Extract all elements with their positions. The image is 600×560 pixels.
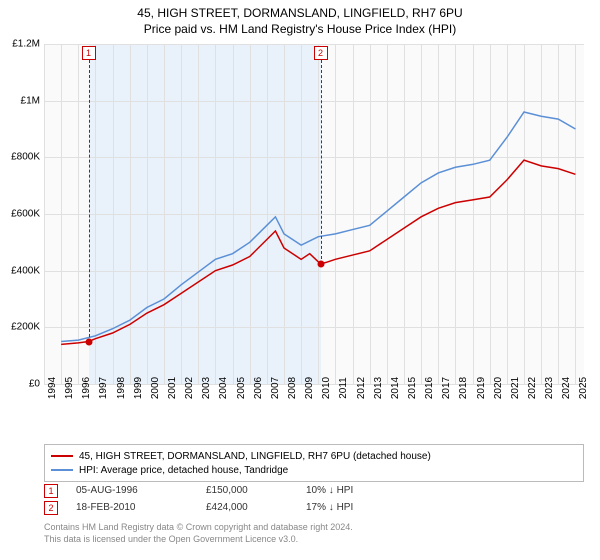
x-axis-label: 2018 (458, 377, 469, 399)
x-axis-label: 2016 (424, 377, 435, 399)
y-axis-label: £800K (11, 152, 40, 163)
x-axis-label: 2013 (373, 377, 384, 399)
x-axis-label: 1997 (98, 377, 109, 399)
x-axis-label: 2019 (476, 377, 487, 399)
series-hpi (61, 112, 575, 342)
legend-item-property: 45, HIGH STREET, DORMANSLAND, LINGFIELD,… (51, 449, 577, 463)
row-pct: 17% ↓ HPI (306, 502, 366, 513)
x-axis-label: 2006 (253, 377, 264, 399)
footnote-line: This data is licensed under the Open Gov… (44, 534, 353, 546)
row-price: £424,000 (206, 502, 306, 513)
chart-area: 12 £0£200K£400K£600K£800K£1M£1.2M1994199… (44, 44, 584, 414)
legend-item-hpi: HPI: Average price, detached house, Tand… (51, 463, 577, 477)
y-axis-label: £1.2M (12, 39, 40, 50)
transactions-table: 1 05-AUG-1996 £150,000 10% ↓ HPI 2 18-FE… (44, 482, 366, 516)
table-row: 2 18-FEB-2010 £424,000 17% ↓ HPI (44, 499, 366, 516)
legend-swatch-property (51, 455, 73, 457)
chart-title: 45, HIGH STREET, DORMANSLAND, LINGFIELD,… (0, 6, 600, 20)
row-marker-icon: 1 (44, 484, 58, 498)
x-axis-label: 2002 (184, 377, 195, 399)
footnote: Contains HM Land Registry data © Crown c… (44, 522, 353, 545)
x-axis-label: 2020 (493, 377, 504, 399)
marker-box-icon: 1 (82, 46, 96, 60)
x-axis-label: 2009 (304, 377, 315, 399)
x-axis-label: 1995 (64, 377, 75, 399)
x-axis-label: 2015 (407, 377, 418, 399)
x-axis-label: 2024 (561, 377, 572, 399)
y-axis-label: £1M (21, 95, 40, 106)
x-axis-label: 2017 (441, 377, 452, 399)
y-axis-label: £0 (29, 379, 40, 390)
x-axis-label: 2010 (321, 377, 332, 399)
x-axis-label: 1994 (47, 377, 58, 399)
x-axis-label: 2001 (167, 377, 178, 399)
arrow-down-icon: ↓ (329, 502, 334, 513)
x-axis-label: 2022 (527, 377, 538, 399)
x-axis-label: 2021 (510, 377, 521, 399)
row-pct: 10% ↓ HPI (306, 485, 366, 496)
footnote-line: Contains HM Land Registry data © Crown c… (44, 522, 353, 534)
chart-subtitle: Price paid vs. HM Land Registry's House … (0, 22, 600, 36)
y-axis-label: £600K (11, 209, 40, 220)
marker-dot-icon (85, 338, 92, 345)
x-axis-label: 2014 (390, 377, 401, 399)
table-row: 1 05-AUG-1996 £150,000 10% ↓ HPI (44, 482, 366, 499)
row-date: 18-FEB-2010 (76, 502, 206, 513)
marker-line (89, 60, 90, 342)
arrow-down-icon: ↓ (329, 485, 334, 496)
x-axis-label: 2023 (544, 377, 555, 399)
x-axis-label: 1998 (116, 377, 127, 399)
x-axis-label: 2007 (270, 377, 281, 399)
marker-box-icon: 2 (314, 46, 328, 60)
plot-region: 12 (44, 44, 584, 384)
x-axis-label: 2011 (338, 377, 349, 399)
legend-label-hpi: HPI: Average price, detached house, Tand… (79, 465, 288, 476)
row-marker-icon: 2 (44, 501, 58, 515)
y-axis-label: £200K (11, 322, 40, 333)
row-price: £150,000 (206, 485, 306, 496)
x-axis-label: 2003 (201, 377, 212, 399)
marker-dot-icon (317, 260, 324, 267)
x-axis-label: 1996 (81, 377, 92, 399)
chart-container: 45, HIGH STREET, DORMANSLAND, LINGFIELD,… (0, 0, 600, 560)
x-axis-label: 2005 (236, 377, 247, 399)
line-series-svg (44, 44, 584, 384)
x-axis-label: 2004 (218, 377, 229, 399)
x-axis-label: 2025 (578, 377, 589, 399)
marker-line (321, 60, 322, 264)
x-axis-label: 2012 (356, 377, 367, 399)
legend: 45, HIGH STREET, DORMANSLAND, LINGFIELD,… (44, 444, 584, 482)
x-axis-label: 2000 (150, 377, 161, 399)
x-axis-label: 1999 (133, 377, 144, 399)
title-block: 45, HIGH STREET, DORMANSLAND, LINGFIELD,… (0, 0, 600, 36)
y-axis-label: £400K (11, 265, 40, 276)
x-axis-label: 2008 (287, 377, 298, 399)
legend-label-property: 45, HIGH STREET, DORMANSLAND, LINGFIELD,… (79, 451, 431, 462)
series-property (61, 160, 575, 344)
legend-swatch-hpi (51, 469, 73, 471)
row-date: 05-AUG-1996 (76, 485, 206, 496)
